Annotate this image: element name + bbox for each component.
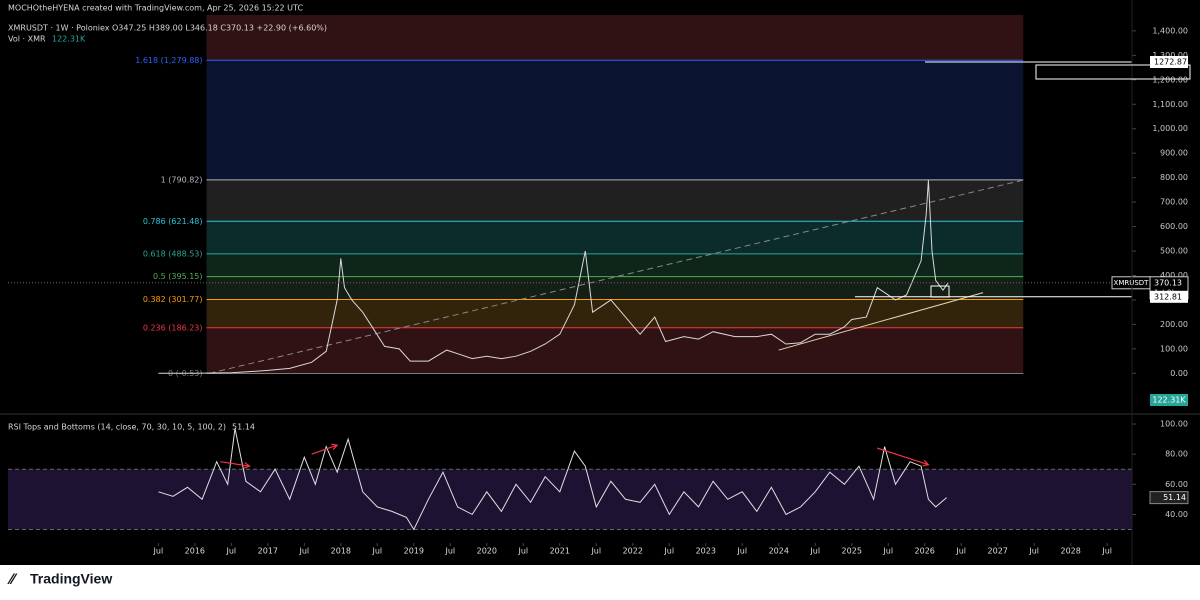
x-tick-label: Jul [809, 547, 820, 556]
fib-label: 0.618 (488.53) [143, 249, 203, 258]
y-tick-label: 1,300.00 [1152, 51, 1188, 60]
volume-tag [1150, 394, 1188, 406]
x-tick-label: 2017 [258, 547, 278, 556]
x-tick-label: 2024 [769, 547, 789, 556]
x-tick-label: Jul [1101, 547, 1112, 556]
fib-band [206, 299, 1024, 328]
divergence-arrow [877, 447, 930, 467]
x-tick-label: 2025 [842, 547, 862, 556]
last-value-tag [1149, 491, 1189, 505]
fib-label: 0.382 (301.77) [143, 295, 203, 304]
fib-band [206, 221, 1024, 254]
volume-label: Vol · XMR [8, 35, 46, 44]
x-tick-label: Jul [298, 547, 309, 556]
series-line [158, 428, 947, 531]
fib-band [206, 253, 1024, 277]
y-tick-label: 900.00 [1160, 149, 1188, 158]
credit: MOCHOtheHYENA created with TradingView.c… [8, 4, 303, 13]
y-tick-label: 1,400.00 [1152, 26, 1188, 35]
series-line [158, 180, 949, 374]
fib-band [206, 276, 1024, 300]
logo-icon: ⁄⁄ [7, 572, 18, 588]
rsi-title: RSI Tops and Bottoms (14, close, 70, 30,… [8, 423, 226, 432]
x-tick-label: Jul [517, 547, 528, 556]
footer [0, 565, 1200, 600]
fib-label: 1.618 (1,279.88) [135, 56, 202, 65]
x-tick-label: 2027 [988, 547, 1008, 556]
x-tick-label: Jul [882, 547, 893, 556]
y-tick-label: 80.00 [1165, 450, 1188, 459]
last-value-label: 51.14 [1163, 493, 1186, 502]
y-tick-label: 1,000.00 [1152, 124, 1188, 133]
y-tick-label: 100.00 [1160, 420, 1188, 429]
fib-band [206, 15, 1024, 61]
fib-band [206, 327, 1024, 374]
fib-label: 0.236 (186.23) [143, 323, 203, 332]
volume-tag-label: 122.31K [1152, 396, 1186, 405]
rsi-band [8, 469, 1132, 530]
divergence-arrow [311, 443, 339, 455]
x-tick-label: 2020 [477, 547, 497, 556]
mark-level-tag [1150, 290, 1188, 303]
y-tick-label: 600.00 [1160, 222, 1188, 231]
x-tick-label: Jul [444, 547, 455, 556]
x-tick-label: 2021 [550, 547, 570, 556]
mark-level-label: 312.81 [1154, 292, 1182, 301]
target-label: 1272.87 [1154, 57, 1187, 66]
fib-label: 0.5 (395.15) [153, 272, 203, 281]
x-tick-label: Jul [590, 547, 601, 556]
y-tick-label: 400.00 [1160, 271, 1188, 280]
x-tick-label: Jul [663, 547, 674, 556]
x-tick-label: Jul [371, 547, 382, 556]
y-tick-label: 1,200.00 [1152, 75, 1188, 84]
symbol-tag-label: XMRUSDT [1114, 279, 1150, 287]
fib-band [206, 179, 1024, 222]
x-tick-label: 2018 [331, 547, 351, 556]
x-tick-label: 2019 [404, 547, 424, 556]
y-tick-label: 0.00 [1170, 369, 1188, 378]
y-tick-label: 200.00 [1160, 320, 1188, 329]
fib-label: 1 (790.82) [161, 175, 203, 184]
rsi-value: 51.14 [232, 423, 255, 432]
x-tick-label: 2022 [623, 547, 643, 556]
y-tick-label: 1,100.00 [1152, 100, 1188, 109]
x-tick-label: 2016 [185, 547, 205, 556]
y-tick-label: 500.00 [1160, 247, 1188, 256]
symbol: XMRUSDT · 1W · Poloniex [8, 24, 110, 33]
logo: TradingView [30, 571, 112, 587]
chart-layer: 1.618 (1,279.88) 1 (790.82) 0.786 (621.48)… [8, 15, 1189, 556]
range-box [930, 285, 950, 298]
trendline [778, 292, 984, 351]
x-tick-label: Jul [153, 547, 164, 556]
fib-label: 0.786 (621.48) [143, 217, 203, 226]
last-price-label: 370.13 [1154, 278, 1182, 287]
y-tick-label: 60.00 [1165, 480, 1188, 489]
x-tick-label: 2028 [1061, 547, 1081, 556]
y-tick-label: 800.00 [1160, 173, 1188, 182]
y-tick-label: 700.00 [1160, 198, 1188, 207]
fib-band [206, 60, 1024, 180]
y-tick-label: 40.00 [1165, 510, 1188, 519]
x-tick-label: 2026 [915, 547, 935, 556]
x-tick-label: Jul [1028, 547, 1039, 556]
x-tick-label: Jul [955, 547, 966, 556]
ohlc: O347.25 H389.00 L346.18 C370.13 +22.90 (… [112, 24, 327, 33]
divergence-arrow [220, 461, 251, 469]
target-box [1035, 64, 1191, 80]
volume-value: 122.31K [52, 35, 86, 44]
y-tick-label: 100.00 [1160, 344, 1188, 353]
x-tick-label: Jul [736, 547, 747, 556]
x-tick-label: Jul [226, 547, 237, 556]
x-tick-label: 2023 [696, 547, 716, 556]
